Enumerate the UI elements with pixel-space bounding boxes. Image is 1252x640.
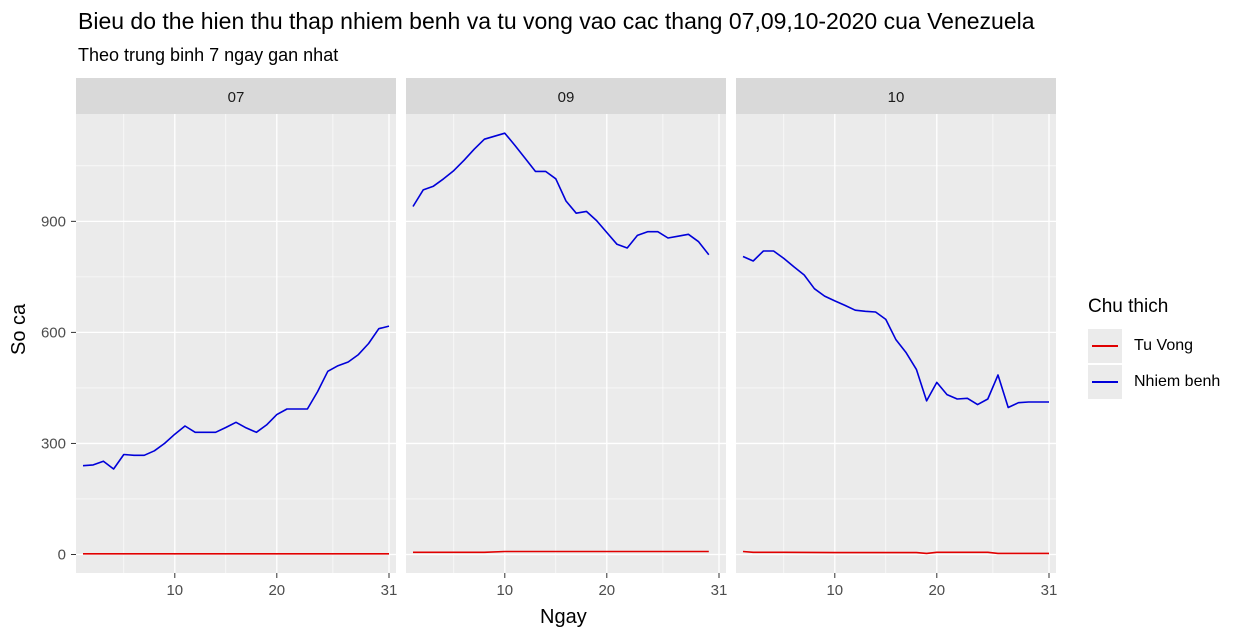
nhiem-benh-line — [412, 132, 710, 256]
x-tick-label: 10 — [826, 582, 843, 599]
x-tick-label: 10 — [166, 582, 183, 599]
x-tick-label: 20 — [598, 582, 615, 599]
facet-strip — [76, 78, 396, 114]
facet-label: 07 — [228, 89, 245, 106]
panel-background — [406, 114, 726, 573]
chart-subtitle: Theo trung binh 7 ngay gan nhat — [78, 45, 339, 65]
panel-background — [736, 114, 1056, 573]
legend-item-tu-vong: Tu Vong — [1088, 328, 1220, 364]
y-tick-label: 900 — [41, 213, 66, 230]
legend: Chu thich Tu Vong Nhiem benh — [1088, 296, 1220, 400]
x-tick-label: 20 — [268, 582, 285, 599]
y-axis-label: So ca — [8, 303, 30, 355]
x-tick-label: 20 — [928, 582, 945, 599]
facet-strip — [736, 78, 1056, 114]
tu-vong-line — [742, 550, 1049, 555]
chart-title: Bieu do the hien thu thap nhiem benh va … — [78, 8, 1035, 34]
legend-key-nhiem-benh — [1088, 365, 1122, 399]
facet-label: 09 — [558, 89, 575, 106]
y-tick-label: 600 — [41, 324, 66, 341]
facet-strip — [406, 78, 726, 114]
legend-title: Chu thich — [1088, 296, 1169, 317]
x-tick-label: 31 — [711, 582, 728, 599]
legend-item-nhiem-benh: Nhiem benh — [1088, 364, 1220, 400]
legend-key-tu-vong — [1088, 329, 1122, 363]
facet-label: 10 — [888, 89, 905, 106]
y-tick-label: 0 — [58, 546, 66, 563]
legend-label-tu-vong: Tu Vong — [1134, 337, 1194, 354]
x-tick-label: 10 — [496, 582, 513, 599]
panel-background — [76, 114, 396, 573]
nhiem-benh-line — [742, 250, 1049, 409]
x-axis-label: Ngay — [540, 606, 587, 628]
x-tick-label: 31 — [1041, 582, 1058, 599]
nhiem-benh-line — [82, 325, 390, 470]
tu-vong-line — [413, 550, 709, 554]
x-tick-label: 31 — [381, 582, 398, 599]
y-tick-label: 300 — [41, 435, 66, 452]
legend-label-nhiem-benh: Nhiem benh — [1134, 373, 1221, 390]
